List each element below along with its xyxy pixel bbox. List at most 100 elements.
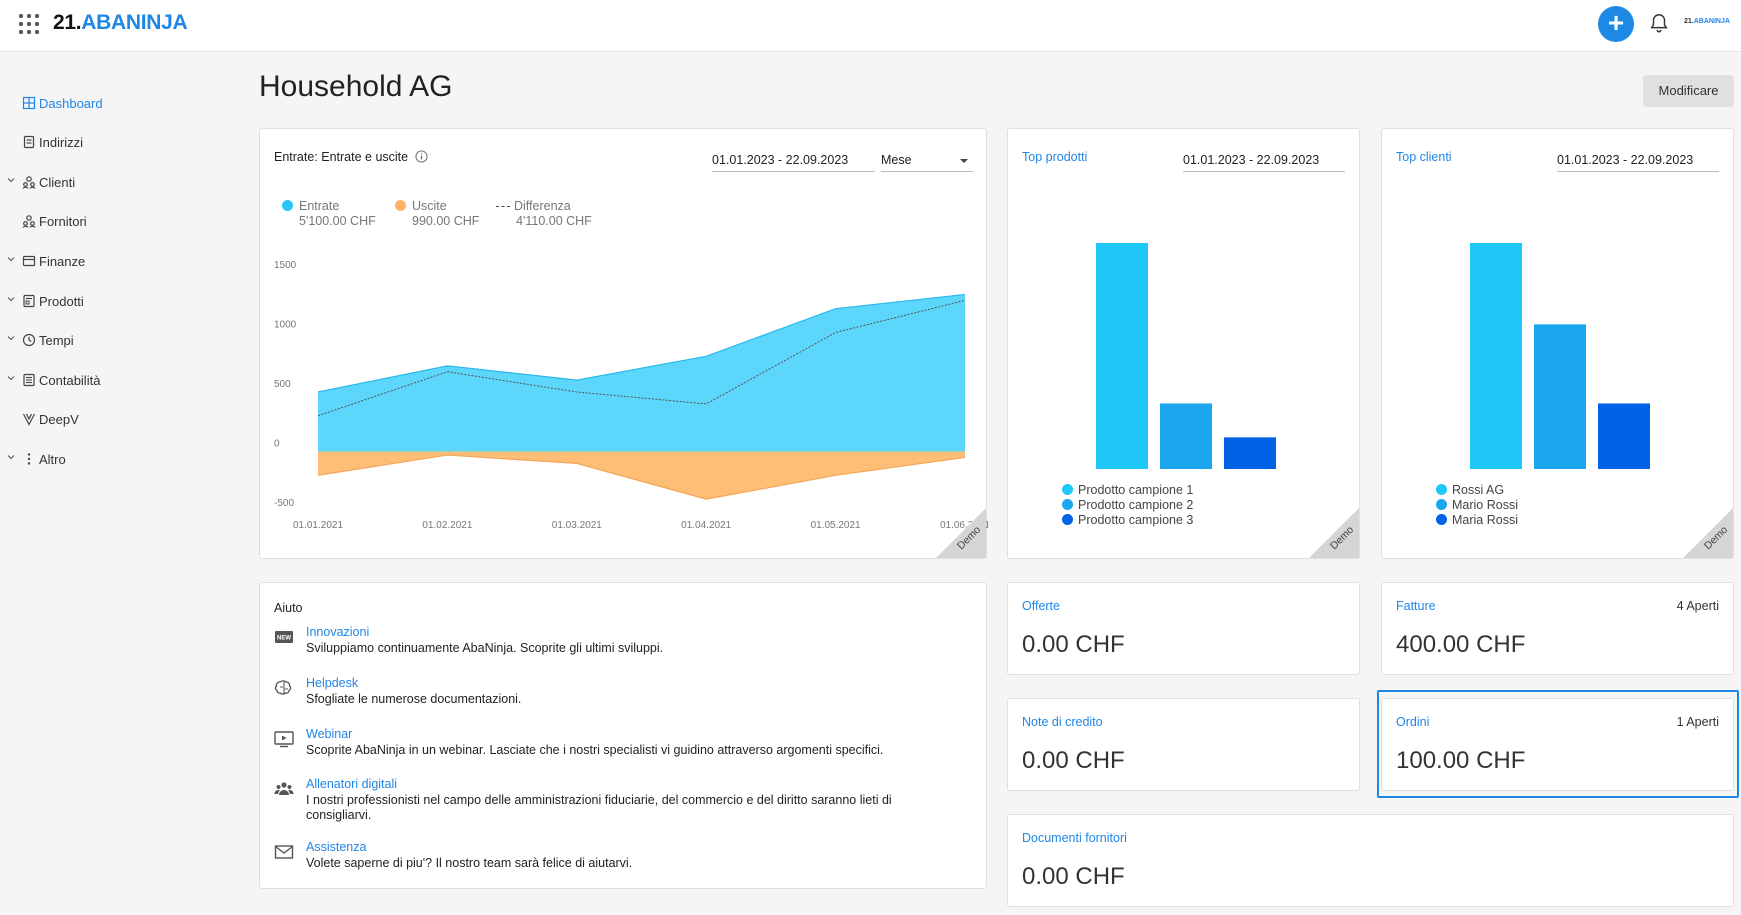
legend-item[interactable]: Prodotto campione 3: [1062, 513, 1193, 528]
legend-item[interactable]: Mario Rossi: [1436, 498, 1518, 513]
supplier-documents-card[interactable]: Documenti fornitori 0.00 CHF: [1007, 814, 1734, 907]
orders-value: 100.00 CHF: [1396, 747, 1526, 774]
sidebar-item-fornitori[interactable]: Fornitori: [0, 210, 240, 234]
credit-notes-title[interactable]: Note di credito: [1022, 715, 1103, 729]
income-card-title-text: Entrate: Entrate e uscite: [274, 150, 409, 164]
offers-value: 0.00 CHF: [1022, 631, 1125, 658]
sidebar-item-contabilit-[interactable]: Contabilità: [0, 369, 240, 393]
legend-item[interactable]: Rossi AG: [1436, 483, 1518, 498]
legend-item-entrate[interactable]: Entrate 5'100.00 CHF: [282, 199, 376, 229]
help-item-link[interactable]: Helpdesk: [306, 676, 359, 690]
legend-marker-dot: [1062, 499, 1073, 511]
more-icon: [27, 453, 31, 465]
top-clients-title[interactable]: Top clienti: [1396, 150, 1452, 164]
caret-down-icon: [960, 159, 968, 163]
area-series-uscite[interactable]: [318, 451, 965, 500]
income-date-range-input[interactable]: 01.01.2023 - 22.09.2023: [712, 153, 875, 172]
offers-title[interactable]: Offerte: [1022, 599, 1060, 613]
sidebar-item-dashboard[interactable]: Dashboard: [0, 92, 240, 116]
legend-marker-dashed: [496, 206, 510, 208]
legend-item[interactable]: Maria Rossi: [1436, 513, 1518, 528]
legend-item[interactable]: Prodotto campione 1: [1062, 483, 1193, 498]
sidebar-item-finanze[interactable]: Finanze: [0, 250, 240, 274]
line-series-differenza[interactable]: [317, 299, 966, 417]
chevron-down-icon[interactable]: [7, 334, 15, 342]
suppliers-icon: [22, 215, 36, 228]
top-clients-legend: Rossi AG Mario Rossi Maria Rossi: [1436, 483, 1518, 528]
help-item-description: Sviluppiamo continuamente AbaNinja. Scop…: [306, 641, 664, 655]
bell-icon[interactable]: [1648, 12, 1670, 34]
invoices-card[interactable]: Fatture 4 Aperti 400.00 CHF: [1381, 582, 1734, 675]
area-series-entrate[interactable]: [318, 294, 965, 452]
help-item-link[interactable]: Innovazioni: [306, 625, 370, 639]
y-tick-label: 1500: [274, 260, 297, 271]
top-products-date-range-input[interactable]: 01.01.2023 - 22.09.2023: [1183, 153, 1345, 172]
top-products-title[interactable]: Top prodotti: [1022, 150, 1088, 164]
credit-notes-value: 0.00 CHF: [1022, 747, 1125, 774]
demo-ribbon: Demo: [1309, 508, 1359, 558]
legend-marker-dot: [1436, 484, 1447, 496]
bar-maria-rossi[interactable]: [1598, 403, 1650, 469]
invoices-title[interactable]: Fatture: [1396, 599, 1436, 613]
chevron-down-icon[interactable]: [7, 255, 15, 263]
supplier-documents-title[interactable]: Documenti fornitori: [1022, 831, 1127, 845]
top-products-legend: Prodotto campione 1 Prodotto campione 2 Pr…: [1062, 483, 1193, 528]
mini-logo-prefix: 21.: [1684, 18, 1694, 25]
chevron-down-icon[interactable]: [7, 453, 15, 461]
bar-rossi-ag[interactable]: [1470, 243, 1522, 469]
brain-icon: [274, 680, 292, 695]
invoices-open-count: 4 Aperti: [1676, 599, 1719, 613]
legend-value: 5'100.00 CHF: [299, 214, 376, 228]
bar-mario-rossi[interactable]: [1534, 324, 1586, 469]
x-tick-label: 01.02.2021: [422, 520, 472, 531]
top-products-bar-chart: [1096, 243, 1276, 469]
legend-item-differenza[interactable]: Differenza 4'110.00 CHF: [496, 199, 592, 229]
accounting-icon: [23, 373, 35, 387]
info-icon[interactable]: [415, 150, 428, 163]
orders-highlight-frame: [1377, 690, 1739, 798]
sidebar-item-label: Clienti: [39, 175, 76, 190]
sidebar-item-prodotti[interactable]: Prodotti: [0, 290, 240, 314]
bar-prodotto-campione-3[interactable]: [1224, 437, 1276, 469]
modify-button[interactable]: Modificare: [1643, 75, 1734, 107]
legend-label: Mario Rossi: [1452, 498, 1518, 512]
finance-icon: [22, 255, 36, 267]
help-item-link[interactable]: Assistenza: [306, 840, 367, 854]
sidebar-item-clienti[interactable]: Clienti: [0, 171, 240, 195]
company-logo[interactable]: 21.ABANINJA: [1684, 18, 1730, 25]
sidebar-item-indirizzi[interactable]: Indirizzi: [0, 131, 240, 155]
top-clients-date-range-input[interactable]: 01.01.2023 - 22.09.2023: [1557, 153, 1719, 172]
apps-grid-icon[interactable]: [19, 14, 39, 34]
help-item-link[interactable]: Allenatori digitali: [306, 777, 398, 791]
legend-item[interactable]: Prodotto campione 2: [1062, 498, 1193, 513]
legend-item-uscite[interactable]: Uscite 990.00 CHF: [395, 199, 479, 229]
bar-prodotto-campione-1[interactable]: [1096, 243, 1148, 469]
sidebar-item-label: Prodotti: [39, 294, 84, 309]
sidebar-item-tempi[interactable]: Tempi: [0, 329, 240, 353]
sidebar-item-altro[interactable]: Altro: [0, 448, 240, 472]
credit-notes-card[interactable]: Note di credito 0.00 CHF: [1007, 698, 1360, 791]
chevron-down-icon[interactable]: [7, 374, 15, 382]
legend-marker-dot: [1062, 484, 1073, 496]
period-select[interactable]: Mese: [881, 153, 973, 172]
sidebar-item-label: Finanze: [39, 254, 86, 269]
add-button[interactable]: +: [1598, 6, 1634, 42]
x-tick-label: 01.01.2021: [293, 520, 343, 531]
chevron-down-icon[interactable]: [7, 176, 15, 184]
orders-open-count: 1 Aperti: [1676, 715, 1719, 729]
legend-label: Differenza: [514, 199, 571, 213]
orders-title[interactable]: Ordini: [1396, 715, 1430, 729]
logo-prefix: 21.: [53, 11, 82, 34]
sidebar-item-label: Tempi: [39, 333, 74, 348]
sidebar-item-deepv[interactable]: DeepV: [0, 408, 240, 432]
legend-label: Uscite: [412, 199, 447, 213]
news-icon-text: NEW: [277, 636, 291, 642]
top-bar: 21.ABANINJA + 21.ABANINJA: [0, 0, 1741, 52]
bar-prodotto-campione-2[interactable]: [1160, 403, 1212, 469]
app-logo[interactable]: 21.ABANINJA: [53, 11, 188, 35]
offers-card[interactable]: Offerte 0.00 CHF: [1007, 582, 1360, 675]
help-item-link[interactable]: Webinar: [306, 727, 353, 741]
income-legend: Entrate 5'100.00 CHF Uscite 990.00 CHF Diffe…: [282, 199, 782, 229]
orders-card[interactable]: Ordini 1 Aperti 100.00 CHF: [1381, 698, 1734, 791]
chevron-down-icon[interactable]: [7, 295, 15, 303]
